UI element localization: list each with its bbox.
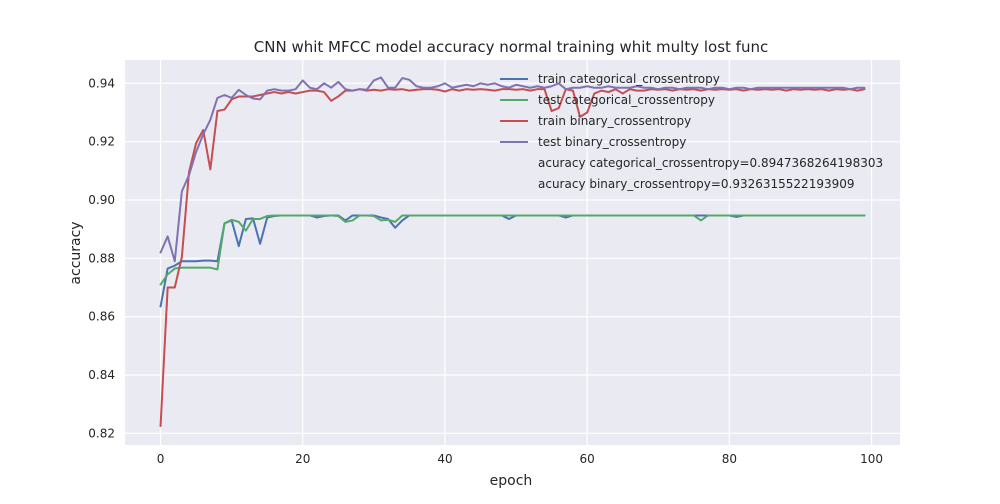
legend-entry: train categorical_crossentropy (538, 72, 720, 86)
y-tick-label: 0.90 (88, 193, 115, 207)
series-line-3 (159, 88, 866, 428)
y-tick-labels: 0.82 0.84 0.86 0.88 0.90 0.92 0.94 (88, 76, 115, 440)
x-tick-label: 20 (295, 452, 310, 466)
x-tick-label: 80 (722, 452, 737, 466)
legend-entry: train binary_crossentropy (538, 114, 691, 128)
y-tick-label: 0.92 (88, 135, 115, 149)
series-lines (159, 76, 866, 428)
series-line-4 (159, 76, 866, 263)
x-tick-label: 100 (860, 452, 883, 466)
accuracy-annotation: acuracy categorical_crossentropy=0.89473… (538, 156, 883, 170)
x-tick-label: 40 (437, 452, 452, 466)
plot-area (125, 60, 900, 445)
y-tick-label: 0.86 (88, 310, 115, 324)
y-tick-label: 0.84 (88, 368, 115, 382)
series-line-2 (159, 214, 866, 286)
y-tick-label: 0.82 (88, 426, 115, 440)
y-axis-label: accuracy (68, 221, 84, 284)
accuracy-annotation: acuracy binary_crossentropy=0.9326315522… (538, 177, 855, 191)
x-tick-labels: 0 20 40 60 80 100 (157, 452, 883, 466)
x-tick-label: 0 (157, 452, 165, 466)
grid (125, 60, 900, 445)
x-tick-label: 60 (580, 452, 595, 466)
legend-entry: test binary_crossentropy (538, 135, 686, 149)
x-axis-label: epoch (490, 473, 533, 489)
legend-entry: test categorical_crossentropy (538, 93, 715, 107)
y-tick-label: 0.94 (88, 76, 115, 90)
y-tick-label: 0.88 (88, 251, 115, 265)
chart-title: CNN whit MFCC model accuracy normal trai… (254, 38, 768, 56)
